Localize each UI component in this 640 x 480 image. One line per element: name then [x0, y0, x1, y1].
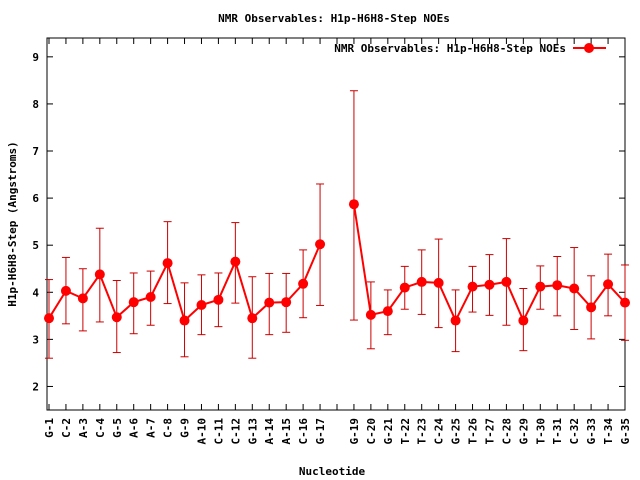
- x-tick-label: C-12: [229, 418, 242, 445]
- legend-label: NMR Observables: H1p-H6H8-Step NOEs: [334, 42, 566, 55]
- x-axis: G-1 C-2 A-3 C-4 G-5 A-6 A-7 C-8 G-9 A-10 C-11 C-12 G…: [43, 38, 632, 445]
- x-tick-label: T-27: [483, 418, 496, 445]
- data-point: [247, 313, 258, 324]
- legend: NMR Observables: H1p-H6H8-Step NOEs: [334, 42, 606, 55]
- x-tick-label: T-31: [551, 418, 564, 445]
- data-point: [230, 256, 241, 267]
- data-point: [416, 276, 427, 287]
- y-tick-label: 5: [32, 239, 39, 252]
- x-tick-label: G-29: [517, 418, 530, 445]
- plot-frame: [46, 37, 626, 411]
- chart-title: NMR Observables: H1p-H6H8-Step NOEs: [218, 12, 450, 25]
- data-point: [128, 297, 139, 308]
- data-point: [484, 279, 495, 290]
- data-point: [145, 291, 156, 302]
- x-tick-label: G-1: [43, 418, 56, 438]
- x-tick-label: A-15: [280, 418, 293, 445]
- data-point: [620, 297, 630, 308]
- data-point: [213, 294, 224, 305]
- x-tick-label: T-30: [534, 418, 547, 445]
- x-tick-label: C-4: [94, 418, 107, 438]
- data-point: [365, 309, 376, 320]
- data-point: [603, 279, 614, 290]
- data-points: [44, 199, 630, 326]
- y-tick-label: 2: [32, 380, 39, 393]
- x-tick-label: G-19: [348, 418, 361, 445]
- data-point: [433, 277, 444, 288]
- data-point: [298, 278, 309, 289]
- data-point: [569, 283, 580, 294]
- x-tick-label: G-9: [179, 418, 192, 438]
- error-bars: [45, 90, 629, 359]
- y-tick-label: 3: [32, 333, 39, 346]
- x-tick-label: C-32: [568, 418, 581, 445]
- x-tick-label: G-13: [246, 418, 259, 445]
- data-point: [264, 297, 275, 308]
- data-point: [450, 315, 461, 326]
- data-point: [518, 315, 529, 326]
- x-tick-label: C-20: [365, 418, 378, 445]
- data-point: [60, 285, 71, 296]
- x-tick-label: T-34: [602, 418, 615, 445]
- x-tick-label: A-3: [77, 418, 90, 438]
- y-tick-label: 8: [32, 98, 39, 111]
- data-point: [179, 315, 190, 326]
- x-tick-label: T-23: [416, 418, 429, 445]
- data-point: [382, 306, 393, 317]
- data-point: [315, 239, 326, 250]
- y-axis-label: H1p-H6H8-Step (Angstroms): [6, 141, 19, 307]
- data-point: [44, 313, 54, 324]
- x-tick-label: T-22: [399, 418, 412, 445]
- data-point: [77, 293, 88, 304]
- x-tick-label: G-25: [450, 418, 463, 445]
- x-tick-label: G-21: [382, 418, 395, 445]
- data-point: [501, 276, 512, 287]
- data-point: [586, 302, 597, 313]
- y-tick-label: 6: [32, 192, 39, 205]
- x-tick-label: C-2: [60, 418, 73, 438]
- x-tick-label: C-24: [433, 418, 446, 445]
- x-tick-label: G-35: [619, 418, 632, 445]
- data-point: [196, 299, 207, 310]
- data-point: [467, 281, 478, 292]
- x-tick-label: C-11: [212, 418, 225, 445]
- x-tick-label: C-8: [162, 418, 175, 438]
- data-point: [162, 258, 173, 269]
- x-tick-label: G-17: [314, 418, 327, 445]
- x-tick-label: T-26: [467, 418, 480, 445]
- x-tick-label: A-7: [145, 418, 158, 438]
- data-point: [552, 280, 563, 291]
- x-tick-label: A-6: [128, 418, 141, 438]
- data-point: [94, 269, 105, 280]
- x-tick-label: A-10: [195, 418, 208, 445]
- y-tick-label: 7: [32, 145, 39, 158]
- data-point: [399, 282, 410, 293]
- x-tick-label: A-14: [263, 418, 276, 445]
- data-point: [535, 281, 546, 292]
- data-point: [281, 297, 292, 308]
- x-tick-label: G-5: [111, 418, 124, 438]
- x-tick-label: C-16: [297, 418, 310, 445]
- legend-marker: [584, 43, 594, 53]
- data-point: [348, 199, 359, 210]
- data-point: [111, 312, 122, 323]
- y-axis: 2 3 4 5 6 7 8 9: [32, 51, 625, 393]
- x-tick-label: G-33: [585, 418, 598, 445]
- y-tick-label: 9: [32, 51, 39, 64]
- x-axis-label: Nucleotide: [299, 465, 366, 478]
- x-tick-label: C-28: [500, 418, 513, 445]
- y-tick-label: 4: [32, 286, 39, 299]
